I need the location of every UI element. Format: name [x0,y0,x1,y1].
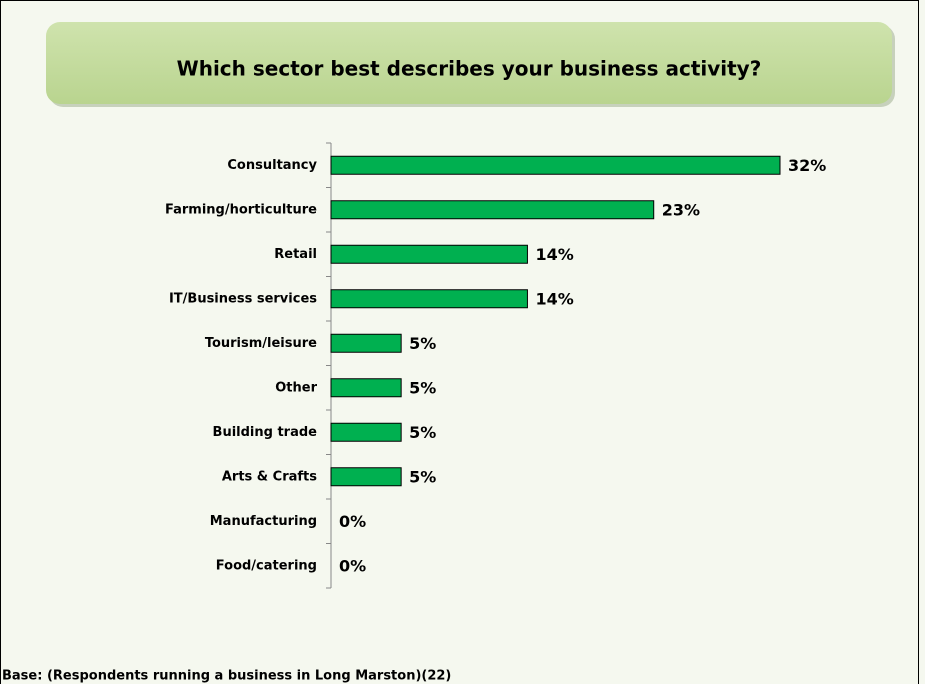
footnote: Base: (Respondents running a business in… [2,669,451,684]
bar [330,155,781,175]
value-label: 23% [662,200,700,219]
bar [330,422,402,442]
bar [330,378,402,398]
chart-title: Which sector best describes your busines… [177,57,762,81]
bar [330,244,528,264]
category-label: IT/Business services [169,291,317,306]
category-label: Farming/horticulture [165,202,317,217]
value-label: 5% [409,467,436,486]
category-label: Other [275,380,317,395]
value-label: 0% [339,512,366,531]
category-label: Consultancy [227,158,317,173]
category-label: Food/catering [216,558,317,573]
bar [330,467,402,487]
value-label: 14% [535,289,573,308]
value-label: 5% [409,423,436,442]
category-label: Tourism/leisure [205,336,317,351]
category-label: Manufacturing [210,514,317,529]
category-label: Arts & Crafts [222,469,317,484]
bar [330,333,402,353]
category-label: Building trade [213,425,318,440]
value-label: 32% [788,156,826,175]
bar [330,289,528,309]
category-label: Retail [274,247,317,262]
bar [330,200,655,220]
value-label: 5% [409,378,436,397]
value-label: 14% [535,245,573,264]
title-box [46,22,892,104]
value-label: 0% [339,556,366,575]
value-label: 5% [409,334,436,353]
